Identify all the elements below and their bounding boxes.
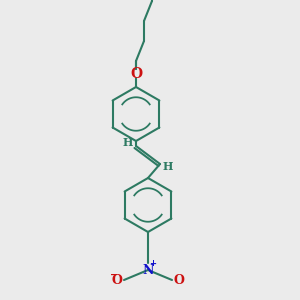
Text: −: − [110,270,118,280]
Text: +: + [149,260,157,268]
Text: O: O [174,274,185,286]
Text: N: N [142,263,154,277]
Text: H: H [123,137,133,148]
Text: O: O [130,67,142,81]
Text: H: H [163,161,173,172]
Text: O: O [111,274,122,286]
